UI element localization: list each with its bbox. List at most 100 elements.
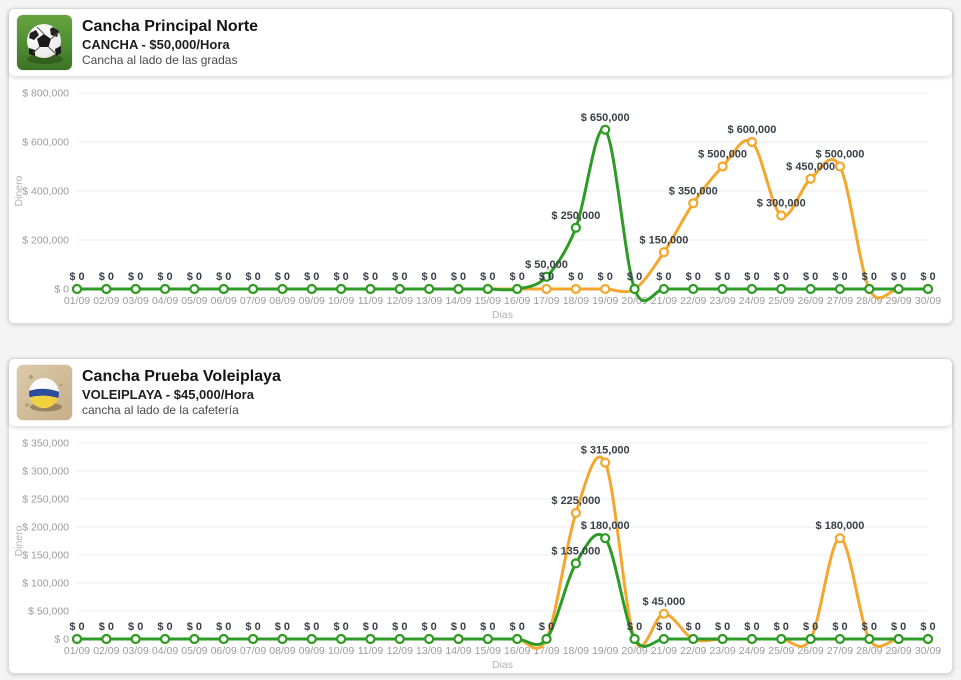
- data-point-series-green-06/09[interactable]: [218, 633, 229, 645]
- data-point-series-green-30/09[interactable]: [922, 283, 934, 295]
- x-tick-label: 21/09: [651, 645, 677, 657]
- x-tick-label: 11/09: [358, 295, 384, 307]
- data-point-series-green-23/09[interactable]: [717, 283, 728, 295]
- data-label: $ 0: [157, 621, 172, 633]
- data-label: $ 0: [451, 621, 466, 633]
- data-point-series-green-10/09[interactable]: [336, 283, 347, 295]
- x-tick-label: 07/09: [240, 645, 266, 657]
- data-point-series-green-29/09[interactable]: [893, 283, 904, 295]
- x-tick-label: 29/09: [886, 645, 912, 657]
- data-point-series-green-25/09[interactable]: [776, 633, 787, 645]
- data-point-series-green-27/09[interactable]: [834, 633, 846, 645]
- data-point-series-green-09/09[interactable]: [306, 633, 317, 645]
- data-point-series-green-24/09[interactable]: [746, 633, 758, 645]
- x-tick-label: 22/09: [680, 295, 706, 307]
- data-point-series-green-21/09[interactable]: [658, 633, 669, 645]
- data-point-series-green-06/09[interactable]: [218, 283, 229, 295]
- data-point-series-green-07/09[interactable]: [247, 283, 259, 295]
- data-point-series-green-01/09[interactable]: [71, 633, 83, 645]
- data-point-series-green-12/09[interactable]: [394, 633, 405, 645]
- data-point-series-green-12/09[interactable]: [394, 283, 405, 295]
- data-point-series-green-23/09[interactable]: [717, 633, 728, 645]
- data-point-series-green-19/09[interactable]: [600, 533, 611, 544]
- data-point-series-green-26/09[interactable]: [805, 633, 816, 645]
- data-point-series-orange-24/09[interactable]: [746, 136, 758, 148]
- data-label: $ 0: [744, 621, 759, 633]
- revenue-chart-cancha[interactable]: $ 0 $ 200,000 $ 400,000 $ 600,000 $ 800,000 0…: [9, 77, 950, 323]
- data-label: $ 600,000: [727, 124, 776, 136]
- data-point-series-orange-25/09[interactable]: [776, 210, 787, 221]
- x-tick-label: 05/09: [181, 295, 207, 307]
- data-point-series-green-27/09[interactable]: [834, 283, 846, 295]
- data-point-series-green-11/09[interactable]: [365, 633, 376, 645]
- data-point-series-green-13/09[interactable]: [424, 633, 435, 645]
- data-point-series-green-01/09[interactable]: [71, 283, 83, 295]
- data-point-series-green-22/09[interactable]: [688, 633, 699, 645]
- data-point-series-orange-18/09[interactable]: [570, 507, 581, 519]
- x-tick-label: 08/09: [269, 295, 295, 307]
- data-point-series-green-04/09[interactable]: [159, 633, 171, 645]
- x-tick-label: 06/09: [211, 295, 237, 307]
- data-point-series-green-11/09[interactable]: [365, 283, 376, 295]
- data-point-series-green-19/09[interactable]: [600, 124, 611, 135]
- data-label: $ 0: [99, 271, 114, 283]
- data-point-series-green-26/09[interactable]: [805, 283, 816, 295]
- data-point-series-green-18/09[interactable]: [570, 558, 581, 569]
- data-point-series-green-29/09[interactable]: [893, 633, 904, 645]
- data-point-series-green-20/09[interactable]: [629, 633, 640, 645]
- data-point-series-green-05/09[interactable]: [189, 633, 200, 645]
- data-label: $ 0: [920, 271, 935, 283]
- data-point-series-green-17/09[interactable]: [541, 633, 552, 645]
- y-tick-label: $ 350,000: [22, 438, 69, 450]
- data-point-series-green-05/09[interactable]: [189, 283, 200, 295]
- x-tick-label: 26/09: [797, 295, 823, 307]
- data-point-series-green-02/09[interactable]: [101, 633, 112, 645]
- data-point-series-green-17/09[interactable]: [541, 271, 552, 282]
- y-tick-label: $ 100,000: [22, 578, 69, 590]
- revenue-chart-voleiplaya[interactable]: $ 0$ 50,000$ 100,000$ 150,000$ 200,000$ …: [9, 427, 950, 673]
- data-point-series-green-13/09[interactable]: [424, 283, 435, 295]
- data-point-series-orange-19/09[interactable]: [600, 457, 611, 468]
- data-point-series-green-15/09[interactable]: [482, 283, 493, 295]
- data-point-series-green-28/09[interactable]: [864, 633, 875, 645]
- data-point-series-green-08/09[interactable]: [277, 283, 288, 295]
- data-point-series-green-15/09[interactable]: [482, 633, 493, 645]
- data-point-series-green-03/09[interactable]: [130, 283, 141, 295]
- data-point-series-orange-26/09[interactable]: [805, 173, 816, 184]
- data-label: $ 0: [421, 621, 436, 633]
- data-point-series-green-30/09[interactable]: [922, 633, 934, 645]
- data-point-series-green-16/09[interactable]: [512, 283, 523, 295]
- x-tick-label: 21/09: [651, 295, 677, 307]
- data-point-series-green-16/09[interactable]: [512, 633, 523, 645]
- data-point-series-green-18/09[interactable]: [570, 222, 581, 233]
- venue-type-price: CANCHA - $50,000/Hora: [82, 36, 230, 52]
- data-point-series-orange-27/09[interactable]: [834, 533, 846, 544]
- data-point-series-orange-22/09[interactable]: [688, 198, 699, 209]
- data-point-series-green-07/09[interactable]: [247, 633, 259, 645]
- data-point-series-orange-21/09[interactable]: [658, 608, 669, 619]
- data-point-series-green-28/09[interactable]: [864, 283, 875, 295]
- data-point-series-green-08/09[interactable]: [277, 633, 288, 645]
- data-point-series-green-02/09[interactable]: [101, 283, 112, 295]
- data-label: $ 0: [304, 271, 319, 283]
- data-point-series-green-21/09[interactable]: [658, 283, 669, 295]
- data-point-series-orange-23/09[interactable]: [717, 161, 728, 172]
- data-point-series-green-04/09[interactable]: [159, 283, 171, 295]
- data-point-series-green-14/09[interactable]: [453, 633, 464, 645]
- data-point-series-green-22/09[interactable]: [688, 283, 699, 295]
- data-point-series-green-20/09[interactable]: [629, 283, 640, 295]
- venue-type-price: VOLEIPLAYA - $45,000/Hora: [82, 386, 254, 402]
- data-point-series-green-03/09[interactable]: [130, 633, 141, 645]
- data-point-series-green-09/09[interactable]: [306, 283, 317, 295]
- data-point-series-orange-18/09[interactable]: [570, 283, 581, 295]
- data-point-series-green-25/09[interactable]: [776, 283, 787, 295]
- data-point-series-orange-19/09[interactable]: [600, 283, 611, 295]
- data-label: $ 0: [832, 271, 847, 283]
- data-point-series-orange-17/09[interactable]: [541, 283, 552, 295]
- data-point-series-green-10/09[interactable]: [336, 633, 347, 645]
- data-label: $ 225,000: [551, 495, 600, 507]
- data-point-series-green-24/09[interactable]: [746, 283, 758, 295]
- data-point-series-green-14/09[interactable]: [453, 283, 464, 295]
- data-point-series-orange-21/09[interactable]: [658, 247, 669, 258]
- data-point-series-orange-27/09[interactable]: [834, 161, 846, 172]
